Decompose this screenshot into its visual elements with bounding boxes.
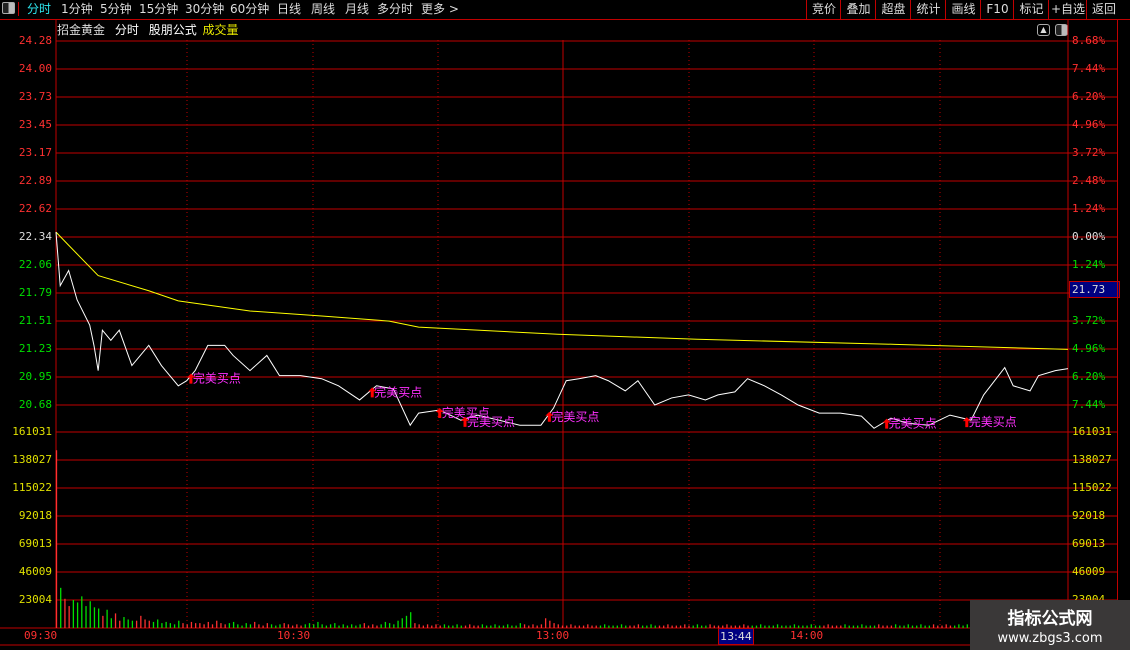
percent-label: 4.96%: [1072, 342, 1106, 355]
percent-label: 1.24%: [1072, 202, 1106, 215]
chart-title: 招金黄金 分时 股朋公式 成交量: [57, 21, 245, 38]
period-tab-1[interactable]: 1分钟: [61, 2, 93, 16]
toolbar-button-4[interactable]: 画线: [945, 0, 981, 19]
percent-label: 8.68%: [1072, 34, 1106, 47]
percent-label: 2.48%: [1072, 174, 1106, 187]
price-label: 22.62: [18, 202, 52, 215]
price-label: 22.34: [18, 230, 52, 243]
volume-label: 69013: [18, 537, 52, 550]
buy-signal-label: 完美买点: [442, 405, 490, 420]
period-tab-4[interactable]: 30分钟: [185, 2, 225, 16]
formula-label[interactable]: 股朋公式: [148, 23, 197, 37]
price-label: 21.51: [18, 314, 52, 327]
buy-signal-label: 完美买点: [969, 414, 1017, 429]
period-tab-5[interactable]: 60分钟: [230, 2, 270, 16]
toolbar-button-7[interactable]: +自选: [1048, 0, 1087, 19]
toolbar: 分时 1分钟 5分钟 15分钟 30分钟 60分钟 日线 周线 月线 多分时 更多 > 竞价 叠加 超盘…: [0, 0, 1130, 20]
price-label: 23.73: [18, 90, 52, 103]
volume-label: 92018: [18, 509, 52, 522]
period-tab-10[interactable]: 更多 >: [421, 2, 459, 16]
percent-label: 7.44%: [1072, 62, 1106, 75]
toolbar-button-0[interactable]: 竞价: [806, 0, 841, 19]
panel-icon: [2, 2, 15, 14]
percent-label: 7.44%: [1072, 398, 1106, 411]
price-label: 23.45: [18, 118, 52, 131]
buy-signal-label: 完美买点: [889, 416, 937, 431]
price-label: 20.95: [18, 370, 52, 383]
buy-signal-label: 完美买点: [374, 384, 422, 399]
period-tab-0[interactable]: 分时: [27, 2, 52, 16]
average-price-line: [55, 231, 1069, 350]
period-tab-9[interactable]: 多分时: [377, 2, 414, 16]
time-label: 09:30: [24, 629, 58, 642]
time-label: 10:30: [277, 629, 311, 642]
right-side-panel[interactable]: [1117, 20, 1130, 640]
toolbar-button-3[interactable]: 统计: [910, 0, 946, 19]
price-label: 22.89: [18, 174, 52, 187]
buy-arrow-icon: [882, 418, 891, 429]
time-label: 14:00: [790, 629, 824, 642]
period-tab-7[interactable]: 周线: [311, 2, 336, 16]
buy-signal-label: 完美买点: [467, 414, 515, 429]
buy-arrow-icon: [461, 416, 470, 427]
toolbar-button-8[interactable]: 返回: [1086, 0, 1121, 19]
period-tab-3[interactable]: 15分钟: [139, 2, 179, 16]
price-label: 24.28: [18, 34, 52, 47]
price-label: 23.17: [18, 146, 52, 159]
toolbar-button-1[interactable]: 叠加: [840, 0, 876, 19]
buy-signal-label: 完美买点: [551, 409, 599, 424]
percent-label: 3.72%: [1072, 314, 1106, 327]
buy-signal-label: 完美买点: [193, 371, 241, 386]
view-label: 分时: [114, 23, 139, 37]
volume-label-right: 138027: [1072, 453, 1112, 466]
watermark-url: www.zbgs3.com: [997, 631, 1103, 646]
volume-label-right: 92018: [1072, 509, 1106, 522]
panel-toggle-button[interactable]: [2, 2, 19, 16]
volume-label: 115022: [12, 481, 52, 494]
watermark: 指标公式网 www.zbgs3.com: [970, 600, 1130, 650]
buy-arrow-icon: [962, 417, 971, 428]
volume-label: 138027: [12, 453, 52, 466]
toolbar-button-5[interactable]: F10: [980, 0, 1014, 19]
volume-label-right: 115022: [1072, 481, 1112, 494]
price-label: 21.23: [18, 342, 52, 355]
price-label: 22.06: [18, 258, 52, 271]
up-arrow-icon[interactable]: ▲: [1037, 24, 1050, 36]
price-label: 20.68: [18, 398, 52, 411]
volume-label-right: 46009: [1072, 565, 1106, 578]
percent-label: 0.00%: [1072, 230, 1106, 243]
buy-arrow-icon: [186, 373, 195, 384]
toolbar-button-6[interactable]: 标记: [1013, 0, 1049, 19]
volume-label: 23004: [18, 593, 52, 606]
current-price-marker: 21.73: [1069, 281, 1120, 298]
price-label: 21.79: [18, 286, 52, 299]
period-tab-6[interactable]: 日线: [277, 2, 302, 16]
percent-label: 4.96%: [1072, 118, 1106, 131]
volume-label-right: 69013: [1072, 537, 1106, 550]
cursor-time-marker: 13:44: [718, 628, 754, 645]
watermark-title: 指标公式网: [1007, 609, 1093, 629]
volume-label: 161031: [12, 425, 52, 438]
price-line: [55, 232, 1069, 429]
period-tab-2[interactable]: 5分钟: [100, 2, 132, 16]
volume-label-right: 161031: [1072, 425, 1112, 438]
buy-arrow-icon: [368, 387, 377, 398]
percent-label: 6.20%: [1072, 90, 1106, 103]
volume-label: 46009: [18, 565, 52, 578]
buy-arrow-icon: [435, 408, 444, 419]
time-label: 13:00: [536, 629, 570, 642]
price-label: 24.00: [18, 62, 52, 75]
percent-label: 6.20%: [1072, 370, 1106, 383]
buy-arrow-icon: [545, 411, 554, 422]
period-tab-8[interactable]: 月线: [345, 2, 370, 16]
percent-label: 1.24%: [1072, 258, 1106, 271]
percent-label: 3.72%: [1072, 146, 1106, 159]
toolbar-button-2[interactable]: 超盘: [875, 0, 911, 19]
stock-name: 招金黄金: [57, 23, 106, 37]
indicator-label[interactable]: 成交量: [202, 23, 239, 37]
